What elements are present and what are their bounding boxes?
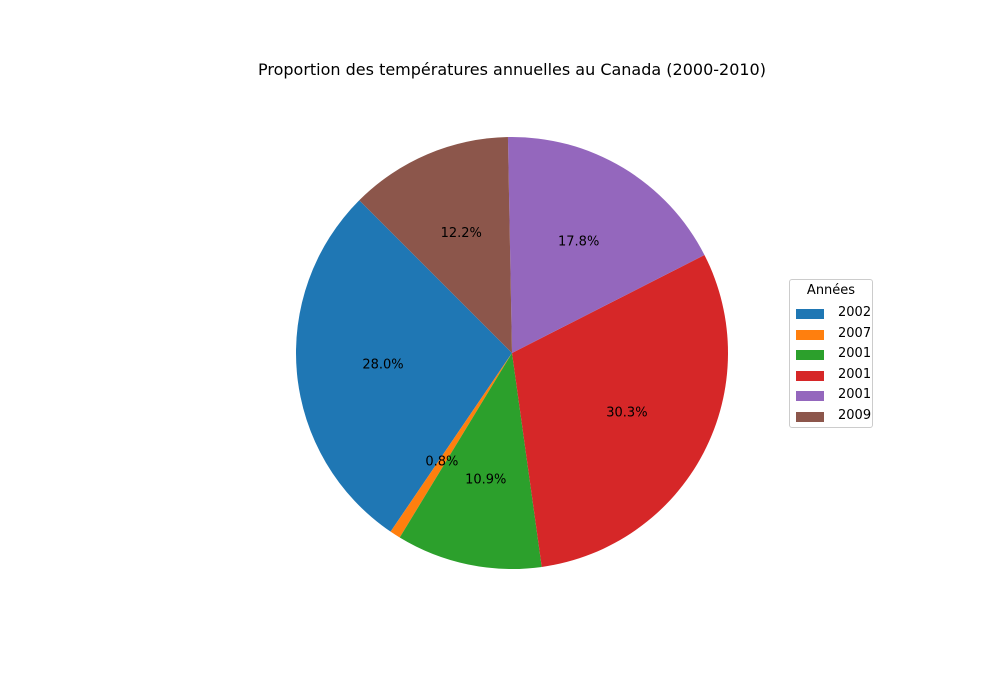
legend-item: 2009 [796, 407, 872, 427]
pie-slice [507, 137, 705, 353]
pie-percentage-label: 17.8% [558, 234, 599, 249]
pie-slice [512, 254, 728, 567]
legend-label: 2007 [838, 326, 872, 341]
pie-slices [296, 137, 728, 570]
legend-title: Années [806, 283, 856, 298]
legend-label: 2001 [838, 387, 872, 402]
legend-swatch [796, 412, 824, 422]
pie-slice [399, 353, 542, 570]
legend-item: 2002 [796, 304, 872, 324]
pie-percentage-labels: 28.0% 0.8% 10.9% 30.3% 17.8% 12.2% [362, 226, 647, 487]
legend-label: 2001 [838, 367, 872, 382]
legend-label: 2001 [838, 346, 872, 361]
pie-slice [296, 200, 512, 532]
legend-swatch [796, 309, 824, 319]
legend-item: 2007 [796, 325, 872, 345]
pie-percentage-label: 30.3% [606, 405, 647, 420]
legend-item: 2001 [796, 345, 872, 365]
legend-label: 2009 [838, 408, 872, 423]
pie-percentage-label: 10.9% [465, 472, 506, 487]
legend-label: 2002 [838, 305, 872, 320]
legend: Années 2002 2007 2001 2001 2001 2009 [789, 279, 873, 428]
chart-title: Proportion des températures annuelles au… [258, 60, 766, 79]
pie-percentage-label: 28.0% [362, 358, 403, 373]
legend-item: 2001 [796, 366, 872, 386]
legend-swatch [796, 350, 824, 360]
pie-slice [359, 137, 512, 353]
legend-item: 2001 [796, 386, 872, 406]
legend-swatch [796, 371, 824, 381]
legend-swatch [796, 330, 824, 340]
pie-percentage-label: 12.2% [441, 226, 482, 241]
legend-swatch [796, 391, 824, 401]
pie-percentage-label: 0.8% [425, 454, 458, 469]
pie-slice [390, 353, 512, 538]
